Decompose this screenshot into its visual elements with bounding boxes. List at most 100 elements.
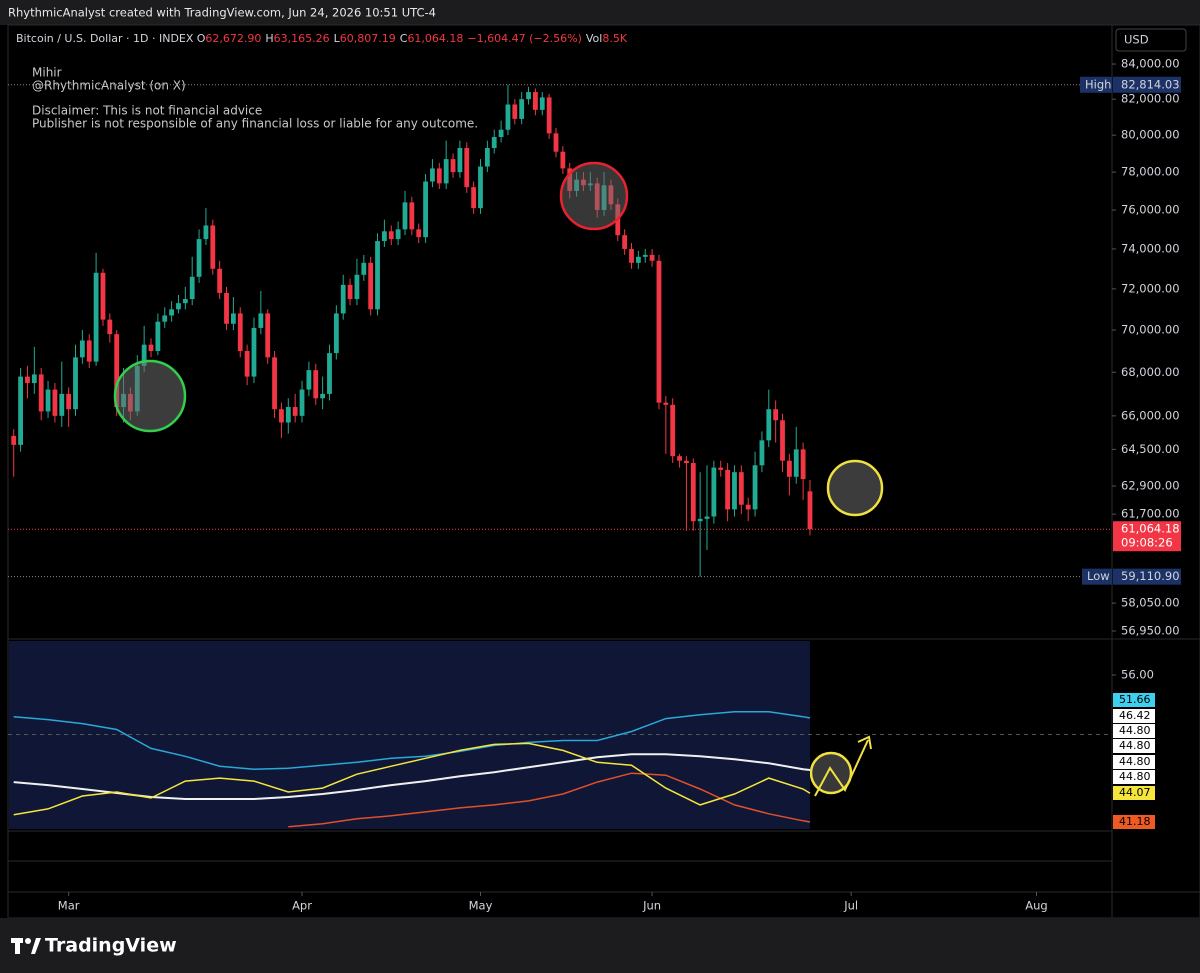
candle-body — [663, 402, 669, 405]
value-tag — [1113, 770, 1155, 784]
candle-body — [333, 313, 339, 354]
x-tick-label: Jul — [843, 899, 858, 913]
y-tick-label: 56,950.00 — [1121, 623, 1180, 637]
y-tick-label: 70,000.00 — [1121, 323, 1180, 337]
candle-body — [519, 99, 525, 119]
candle-body — [11, 435, 17, 445]
arrow-head — [857, 735, 872, 750]
candle-body — [265, 313, 271, 358]
candle-body — [347, 284, 353, 300]
candle-body — [93, 272, 99, 362]
candle-body — [711, 467, 717, 517]
x-tick-label: Mar — [58, 899, 80, 913]
value-tag-label: 46.42 — [1119, 709, 1151, 722]
low-tag — [1082, 568, 1112, 585]
candle-body — [622, 235, 628, 249]
candle-body — [423, 181, 428, 238]
countdown: 09:08:26 — [1121, 536, 1173, 550]
x-tick-label: Jun — [642, 899, 661, 913]
y-tick-label: 76,000.00 — [1121, 203, 1180, 217]
candle-body — [320, 393, 326, 399]
value-tag — [1113, 724, 1155, 738]
last-price-box — [1113, 521, 1181, 552]
yellow-circle — [826, 459, 884, 517]
y-tick-label: 61,700.00 — [1121, 507, 1180, 521]
candle-body — [436, 168, 442, 184]
candle-body — [279, 409, 284, 423]
candle-body — [196, 239, 202, 277]
candle-body — [793, 449, 799, 477]
candle-body — [114, 334, 120, 408]
y-tick-label: 78,000.00 — [1121, 165, 1180, 179]
candle-body — [684, 460, 689, 464]
y-tick-label: 62,900.00 — [1121, 479, 1180, 493]
candle-body — [745, 504, 751, 510]
candle-body — [162, 315, 168, 322]
y-tick-label: 72,000.00 — [1121, 281, 1180, 295]
candle-body — [697, 518, 703, 522]
candle-body — [292, 407, 298, 416]
candle-body — [512, 104, 518, 119]
candle-body — [79, 340, 85, 358]
y-tick-label: 58,050.00 — [1121, 596, 1180, 610]
candle-body — [718, 467, 724, 470]
legend-value: 61,064.18 — [407, 32, 463, 45]
value-tag-label: 44.80 — [1119, 724, 1151, 737]
currency-box[interactable] — [1115, 28, 1187, 52]
candle-body — [182, 299, 188, 304]
red-circle — [559, 161, 629, 231]
candle-body — [176, 303, 181, 310]
value-tag — [1113, 815, 1155, 829]
candle-body — [210, 225, 216, 269]
candle-body — [368, 262, 374, 310]
candle-body — [285, 407, 291, 423]
candle-body — [354, 274, 360, 300]
y-tick-label: 68,000.00 — [1121, 365, 1180, 379]
value-tag-label: 44.80 — [1119, 739, 1151, 752]
candle-body — [402, 202, 408, 230]
candle-body — [786, 460, 792, 477]
candle-body — [773, 409, 779, 421]
candle-body — [491, 137, 497, 149]
y-tick-label: 56.00 — [1121, 668, 1154, 682]
annotation: Mihir — [32, 66, 62, 80]
y-tick-label: 74,000.00 — [1121, 241, 1180, 255]
candle-body — [766, 409, 772, 441]
candle-body — [395, 229, 401, 240]
annotation: Publisher is not responsible of any fina… — [32, 117, 478, 131]
candle-body — [217, 268, 223, 293]
value-tag-label: 41.18 — [1119, 815, 1151, 828]
candle-body — [189, 276, 195, 300]
credit: RhythmicAnalyst created with TradingView… — [8, 6, 436, 20]
legend-key: O — [197, 32, 206, 45]
candle-body — [409, 202, 415, 230]
candle-body — [690, 463, 696, 522]
candle-body — [464, 148, 470, 188]
candle-body — [244, 350, 250, 377]
candle-body — [725, 469, 731, 510]
candle-body — [237, 313, 243, 351]
candle-body — [498, 129, 504, 138]
candle-body — [484, 148, 490, 167]
candle-body — [313, 370, 319, 399]
value-tag — [1113, 693, 1155, 707]
candle-body — [381, 231, 387, 242]
y-tick-label: 64,500.00 — [1121, 442, 1180, 456]
candle-body — [526, 92, 531, 100]
candle-body — [677, 456, 682, 461]
candle-body — [31, 374, 37, 384]
high-value: 82,814.03 — [1121, 77, 1180, 91]
legend-value: 63,165.26 — [274, 32, 330, 45]
oscillator-line — [288, 772, 811, 828]
x-tick-label: Aug — [1025, 899, 1047, 913]
legend-key: C — [400, 32, 408, 45]
y-tick-label: 80,000.00 — [1121, 128, 1180, 142]
candle-body — [272, 357, 277, 410]
candle-body — [670, 404, 676, 457]
candle-body — [546, 97, 552, 134]
candle-body — [635, 256, 641, 263]
change: −1,604.47 (−2.56%) — [467, 32, 581, 45]
forecast-arrow — [814, 739, 869, 797]
candle-body — [361, 262, 367, 275]
candle-body — [738, 472, 744, 505]
